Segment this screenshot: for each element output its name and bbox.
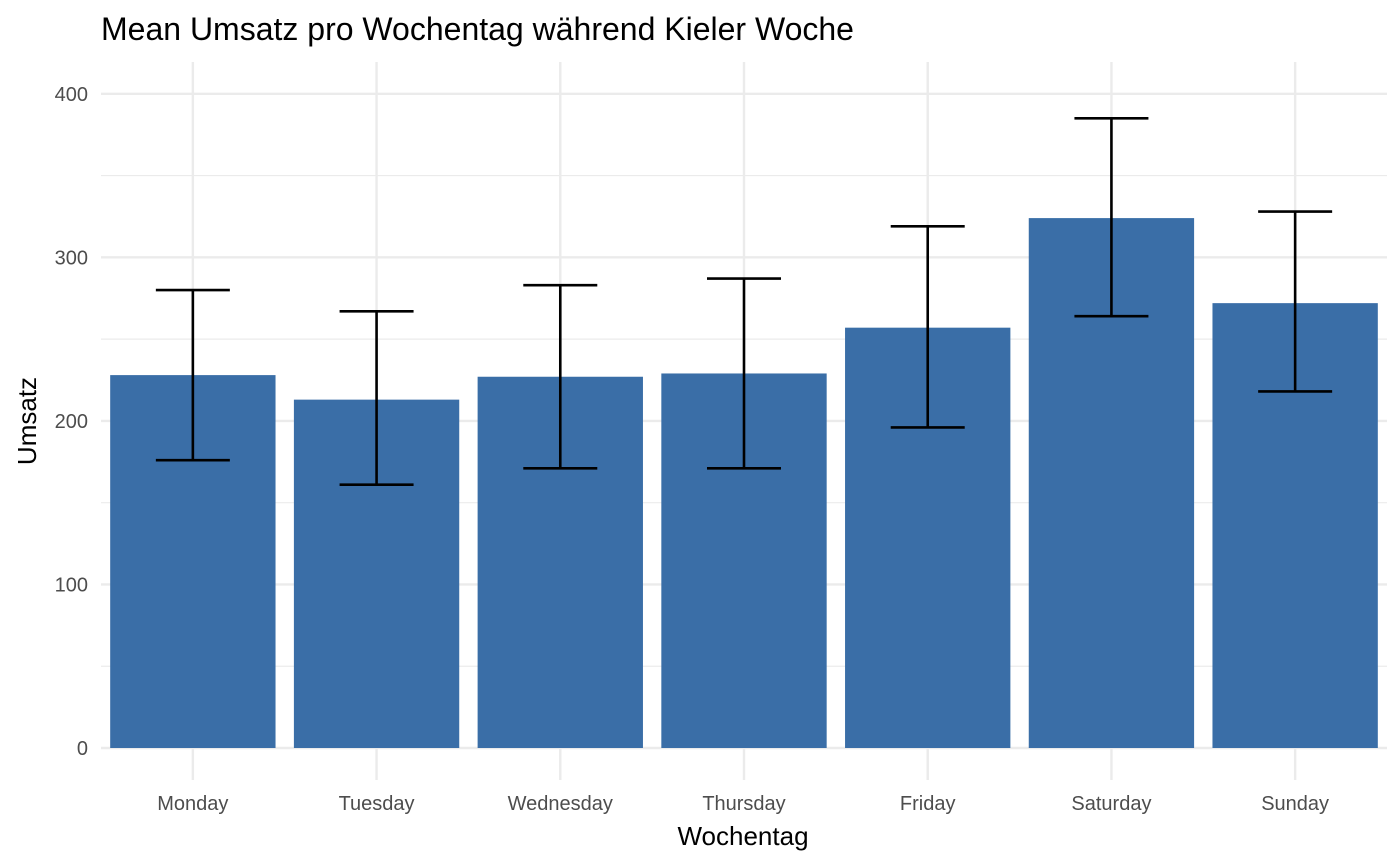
error-bar-thursday	[707, 277, 781, 470]
error-bar-tuesday	[339, 310, 414, 486]
y-tick-labels: 0 100 200 300 400	[55, 84, 88, 760]
x-tick-label: Saturday	[1071, 793, 1151, 815]
y-axis-title: Umsatz	[12, 377, 42, 465]
y-tick-label: 300	[55, 247, 88, 269]
error-bar-saturday	[1074, 117, 1149, 318]
x-tick-label: Friday	[900, 793, 956, 815]
error-bars	[155, 117, 1333, 486]
x-tick-labels: Monday Tuesday Wednesday Thursday Friday Satu…	[157, 793, 1329, 815]
x-tick-label: Wednesday	[508, 793, 613, 815]
x-tick-label: Thursday	[702, 793, 785, 815]
error-bar-monday	[155, 288, 230, 462]
y-tick-label: 100	[55, 574, 88, 596]
error-bar-friday	[890, 224, 965, 429]
y-tick-label: 200	[55, 411, 88, 433]
error-bar-sunday	[1258, 210, 1333, 393]
chart-title: Mean Umsatz pro Wochentag während Kieler…	[101, 11, 854, 47]
x-tick-label: Tuesday	[339, 793, 415, 815]
y-tick-label: 400	[55, 84, 88, 106]
y-tick-label: 0	[77, 738, 88, 760]
x-tick-label: Monday	[157, 793, 228, 815]
x-axis-title: Wochentag	[677, 821, 808, 851]
x-tick-label: Sunday	[1261, 793, 1329, 815]
error-bar-wednesday	[523, 283, 598, 470]
